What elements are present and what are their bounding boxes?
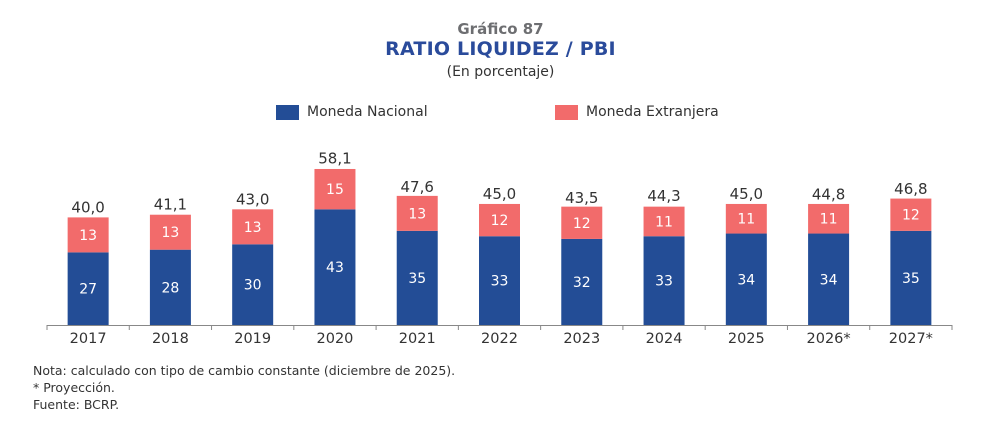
segment-value-label: 13 (408, 206, 426, 222)
segment-value-label: 35 (408, 271, 426, 287)
total-value-label: 40,0 (71, 198, 104, 216)
segment-value-label: 30 (244, 278, 262, 294)
segment-value-label: 11 (737, 212, 755, 228)
bar-segment-moneda-extranjera (890, 198, 932, 231)
bar-segment-moneda-nacional (725, 233, 767, 325)
x-tick-label: 2026* (807, 331, 851, 347)
bar-segment-moneda-nacional (396, 230, 438, 325)
chart-title: RATIO LIQUIDEZ / PBI (385, 38, 616, 60)
chart-subtitle: (En porcentaje) (446, 64, 555, 80)
legend-label: Moneda Nacional (307, 104, 428, 120)
total-value-label: 45,0 (730, 185, 763, 203)
x-tick-label: 2021 (399, 331, 436, 347)
projection-note: * Proyección. (33, 380, 115, 395)
source-note: Fuente: BCRP. (33, 397, 120, 412)
segment-value-label: 11 (820, 212, 838, 228)
segment-value-label: 34 (737, 272, 755, 288)
bar-segment-moneda-extranjera (725, 203, 767, 234)
segment-value-label: 12 (491, 213, 509, 229)
segment-value-label: 33 (655, 274, 673, 290)
segment-value-label: 13 (244, 220, 262, 236)
segment-value-label: 27 (79, 282, 97, 298)
legend-swatch-moneda-nacional (276, 104, 299, 120)
bar-segment-moneda-nacional (314, 209, 356, 325)
bar-segment-moneda-extranjera (149, 214, 191, 250)
legend-swatch-moneda-extranjera (555, 104, 578, 120)
total-value-label: 46,8 (894, 180, 927, 198)
total-value-label: 47,6 (401, 178, 434, 196)
bar-segment-moneda-nacional (561, 238, 603, 325)
segment-value-label: 11 (655, 214, 673, 230)
x-tick-label: 2024 (646, 331, 683, 347)
bar-segment-moneda-extranjera (396, 195, 438, 231)
bar-segment-moneda-extranjera (479, 203, 520, 237)
x-tick-label: 2018 (152, 331, 189, 347)
bar-segment-moneda-nacional (67, 252, 109, 325)
x-tick-label: 2027* (889, 331, 933, 347)
bar-segment-moneda-extranjera (561, 206, 603, 239)
segment-value-label: 15 (326, 182, 344, 198)
bar-segment-moneda-extranjera (314, 168, 356, 210)
segment-value-label: 32 (573, 275, 591, 291)
bar-segment-moneda-extranjera (232, 209, 274, 245)
segment-value-label: 12 (573, 216, 591, 232)
bar-segment-moneda-nacional (808, 233, 850, 325)
legend-item-moneda-nacional: Moneda Nacional (276, 104, 428, 120)
bar-segment-moneda-nacional (149, 249, 191, 325)
bar-segment-moneda-extranjera (643, 206, 685, 237)
segment-value-label: 13 (161, 225, 179, 241)
segment-value-label: 35 (902, 271, 920, 287)
bar-segment-moneda-nacional (479, 236, 520, 325)
bar-segment-moneda-nacional (890, 230, 932, 325)
notes: Nota: calculado con tipo de cambio const… (33, 362, 455, 413)
segment-value-label: 13 (79, 228, 97, 244)
total-value-label: 45,0 (483, 185, 516, 203)
total-value-label: 41,1 (154, 195, 187, 213)
segment-value-label: 12 (902, 208, 920, 224)
total-value-label: 43,0 (236, 190, 269, 208)
x-tick-label: 2025 (728, 331, 765, 347)
bar-segment-moneda-nacional (643, 236, 685, 325)
segment-value-label: 34 (820, 272, 838, 288)
x-tick-label: 2020 (317, 331, 354, 347)
total-value-label: 58,1 (318, 150, 351, 168)
note-text: Nota: calculado con tipo de cambio const… (33, 363, 456, 378)
segment-value-label: 33 (491, 274, 509, 290)
legend-label: Moneda Extranjera (586, 104, 719, 120)
total-value-label: 44,3 (647, 187, 680, 205)
segment-value-label: 28 (161, 280, 179, 296)
bar-segment-moneda-extranjera (808, 203, 850, 234)
x-tick-label: 2017 (70, 331, 107, 347)
total-value-label: 44,8 (812, 185, 845, 203)
x-tick-label: 2022 (481, 331, 518, 347)
segment-value-label: 43 (326, 260, 344, 276)
x-tick-label: 2019 (234, 331, 271, 347)
bar-segment-moneda-extranjera (67, 217, 109, 253)
bar-segment-moneda-nacional (232, 244, 274, 325)
legend-item-moneda-extranjera: Moneda Extranjera (555, 104, 719, 120)
figure-number: Gráfico 87 (457, 20, 544, 38)
total-value-label: 43,5 (565, 189, 598, 207)
x-tick-label: 2023 (563, 331, 600, 347)
